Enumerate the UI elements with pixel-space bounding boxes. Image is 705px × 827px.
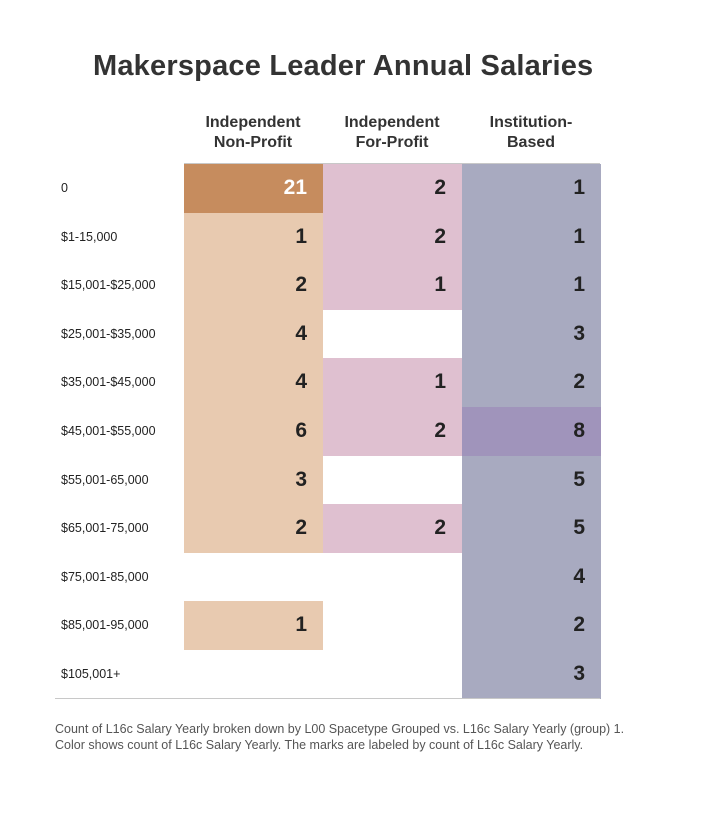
- row-label-55-001-65-000: $55,001-65,000: [61, 472, 149, 487]
- cell-independent-for-profit-65-001-75-000: 2: [323, 504, 462, 554]
- cell-independent-non-profit-0: 21: [184, 164, 323, 213]
- cell-institution-based-85-001-95-000: 2: [462, 601, 601, 651]
- row-label-35-001-45-000: $35,001-$45,000: [61, 375, 156, 390]
- cell-institution-based-45-001-55-000: 8: [462, 407, 601, 456]
- cell-independent-for-profit-1-15-000: 2: [323, 212, 462, 262]
- top-axis-line: [184, 163, 600, 164]
- column-header-independent-for-profit: Independent For-Profit: [323, 113, 461, 153]
- column-header-line: Based: [506, 134, 556, 151]
- row-label-75-001-85-000: $75,001-85,000: [61, 569, 149, 584]
- cell-institution-based-35-001-45-000: 2: [462, 358, 601, 408]
- row-label-105-001: $105,001+: [61, 667, 121, 681]
- row-label-0: 0: [61, 181, 68, 195]
- column-header-institution-based: Institution- Based: [462, 113, 600, 153]
- row-label-1-15-000: $1-15,000: [61, 229, 118, 244]
- chart-title: Makerspace Leader Annual Salaries: [93, 50, 594, 82]
- cell-institution-based-105-001: 3: [462, 650, 601, 699]
- cell-independent-non-profit-35-001-45-000: 4: [184, 358, 323, 408]
- cell-independent-non-profit-1-15-000: 1: [184, 212, 323, 262]
- cell-independent-for-profit-0: 2: [323, 164, 462, 213]
- row-label-25-001-35-000: $25,001-$35,000: [61, 326, 156, 341]
- cell-independent-non-profit-25-001-35-000: 4: [184, 309, 323, 359]
- cell-independent-non-profit-55-001-65-000: 3: [184, 455, 323, 505]
- column-header-line: Non-Profit: [213, 134, 293, 151]
- cell-independent-for-profit-35-001-45-000: 1: [323, 358, 462, 408]
- column-header-line: Independent: [205, 114, 301, 131]
- footnote-line-1: Count of L16c Salary Yearly broken down …: [55, 722, 625, 736]
- column-header-independent-non-profit: Independent Non-Profit: [184, 113, 322, 153]
- cell-independent-non-profit-45-001-55-000: 6: [184, 407, 323, 456]
- cell-institution-based-75-001-85-000: 4: [462, 552, 601, 602]
- cell-independent-non-profit-85-001-95-000: 1: [184, 601, 323, 651]
- row-label-65-001-75-000: $65,001-75,000: [61, 521, 149, 536]
- footnote-line-2: Color shows count of L16c Salary Yearly.…: [55, 738, 584, 752]
- cell-institution-based-15-001-25-000: 1: [462, 261, 601, 311]
- cell-institution-based-25-001-35-000: 3: [462, 309, 601, 359]
- bottom-axis-line: [55, 698, 600, 699]
- cell-independent-non-profit-65-001-75-000: 2: [184, 504, 323, 554]
- column-header-line: Independent: [344, 114, 440, 131]
- cell-institution-based-1-15-000: 1: [462, 212, 601, 262]
- footnote: Count of L16c Salary Yearly broken down …: [55, 721, 675, 753]
- row-label-45-001-55-000: $45,001-$55,000: [61, 424, 156, 438]
- cell-institution-based-55-001-65-000: 5: [462, 455, 601, 505]
- cell-institution-based-65-001-75-000: 5: [462, 504, 601, 554]
- cell-institution-based-0: 1: [462, 164, 601, 213]
- column-header-line: For-Profit: [355, 134, 429, 151]
- cell-independent-for-profit-15-001-25-000: 1: [323, 261, 462, 311]
- row-label-15-001-25-000: $15,001-$25,000: [61, 278, 156, 293]
- column-header-line: Institution-: [489, 114, 573, 131]
- cell-independent-for-profit-45-001-55-000: 2: [323, 407, 462, 456]
- cell-independent-non-profit-15-001-25-000: 2: [184, 261, 323, 311]
- row-label-85-001-95-000: $85,001-95,000: [61, 618, 149, 633]
